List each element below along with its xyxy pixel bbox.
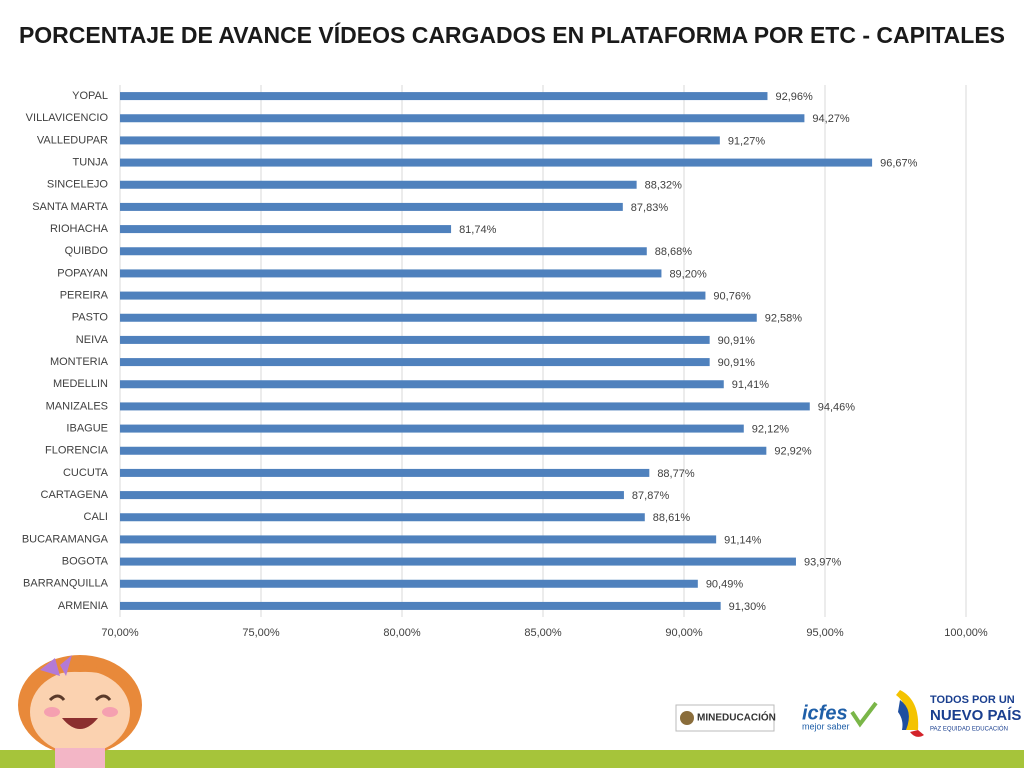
y-tick-label: PASTO [72, 312, 109, 324]
y-tick-label: FLORENCIA [45, 445, 109, 457]
y-tick-label: CALI [84, 511, 108, 523]
value-label: 96,67% [880, 157, 918, 169]
value-label: 90,91% [718, 357, 756, 369]
bar [120, 269, 662, 278]
value-label: 87,87% [632, 490, 670, 502]
y-tick-label: MEDELLIN [53, 378, 108, 390]
bar [120, 358, 710, 367]
logo-text: MINEDUCACIÓN [697, 711, 776, 724]
value-label: 90,91% [718, 335, 756, 347]
bar [120, 380, 724, 389]
value-label: 88,77% [657, 468, 695, 480]
value-label: 92,96% [775, 91, 813, 103]
bar [120, 136, 720, 145]
value-label: 90,76% [713, 290, 751, 302]
value-label: 91,14% [724, 534, 762, 546]
gobierno-logo: TODOS POR UN NUEVO PAÍS PAZ EQUIDAD EDUC… [896, 690, 1021, 737]
bar [120, 491, 624, 500]
logo-text: TODOS POR UN [930, 694, 1015, 706]
x-tick-label: 75,00% [242, 627, 280, 639]
value-label: 92,92% [774, 446, 812, 458]
y-tick-label: SINCELEJO [47, 179, 109, 191]
y-tick-label: BARRANQUILLA [23, 578, 109, 590]
value-label: 87,83% [631, 202, 669, 214]
y-tick-label: SANTA MARTA [32, 201, 108, 213]
bar [120, 579, 698, 588]
bar [120, 557, 796, 566]
bar [120, 601, 721, 610]
footer-strip [0, 750, 1024, 768]
y-tick-label: POPAYAN [57, 267, 108, 279]
value-label: 94,46% [818, 401, 856, 413]
girl-illustration [18, 655, 142, 768]
mineducacion-logo: MINEDUCACIÓN [675, 704, 776, 732]
y-tick-label: BOGOTA [62, 555, 109, 567]
icfes-logo: icfes mejor saber [802, 701, 878, 731]
value-label: 91,30% [729, 601, 767, 613]
y-tick-label: ARMENIA [58, 600, 109, 612]
value-label: 81,74% [459, 224, 497, 236]
y-tick-label: RIOHACHA [50, 223, 109, 235]
bar [120, 535, 717, 544]
y-tick-label: MANIZALES [46, 400, 108, 412]
value-label: 88,32% [645, 180, 683, 192]
y-tick-label: NEIVA [76, 334, 109, 346]
value-label: 89,20% [669, 268, 707, 280]
y-tick-label: BUCARAMANGA [22, 533, 109, 545]
bar [120, 446, 767, 455]
x-tick-label: 70,00% [101, 627, 139, 639]
bar [120, 114, 805, 123]
bar [120, 468, 650, 477]
y-tick-label: IBAGUE [66, 422, 108, 434]
bar [120, 225, 452, 234]
value-label: 91,27% [728, 135, 766, 147]
value-label: 88,61% [653, 512, 691, 524]
bar [120, 335, 710, 344]
logo-text: NUEVO PAÍS [930, 707, 1021, 724]
value-label: 94,27% [812, 113, 850, 125]
bar [120, 202, 623, 211]
y-tick-label: MONTERIA [50, 356, 109, 368]
bar [120, 402, 810, 411]
y-tick-label: PEREIRA [60, 289, 109, 301]
y-tick-label: QUIBDO [65, 245, 109, 257]
y-tick-label: CARTAGENA [41, 489, 109, 501]
y-tick-label: VALLEDUPAR [37, 134, 108, 146]
bar [120, 158, 873, 167]
plot: 70,00% 75,00% 80,00% 85,00% 90,00% 95,00% 100,… [22, 85, 988, 639]
bar [120, 92, 768, 101]
bar [120, 291, 706, 300]
bar [120, 247, 647, 256]
value-label: 92,12% [752, 423, 790, 435]
x-tick-label: 90,00% [665, 627, 703, 639]
bar [120, 424, 744, 433]
logo-tagline: mejor saber [802, 721, 850, 731]
value-label: 92,58% [765, 313, 803, 325]
y-tick-label: CUCUTA [63, 467, 109, 479]
x-tick-label: 100,00% [944, 627, 988, 639]
x-tick-label: 95,00% [806, 627, 844, 639]
y-tick-label: VILLAVICENCIO [26, 112, 109, 124]
bar [120, 513, 645, 522]
y-tick-label: TUNJA [73, 156, 109, 168]
value-label: 90,49% [706, 579, 744, 591]
logo-text: icfes [802, 702, 848, 724]
value-label: 88,68% [655, 246, 693, 258]
logo-tagline: PAZ EQUIDAD EDUCACIÓN [930, 726, 1008, 733]
bar [120, 313, 757, 322]
value-label: 93,97% [804, 556, 842, 568]
x-tick-label: 80,00% [383, 627, 421, 639]
x-tick-label: 85,00% [524, 627, 562, 639]
bar [120, 180, 637, 189]
y-tick-label: YOPAL [72, 90, 108, 102]
chart-title: PORCENTAJE DE AVANCE VÍDEOS CARGADOS EN … [19, 21, 1005, 48]
value-label: 91,41% [732, 379, 770, 391]
